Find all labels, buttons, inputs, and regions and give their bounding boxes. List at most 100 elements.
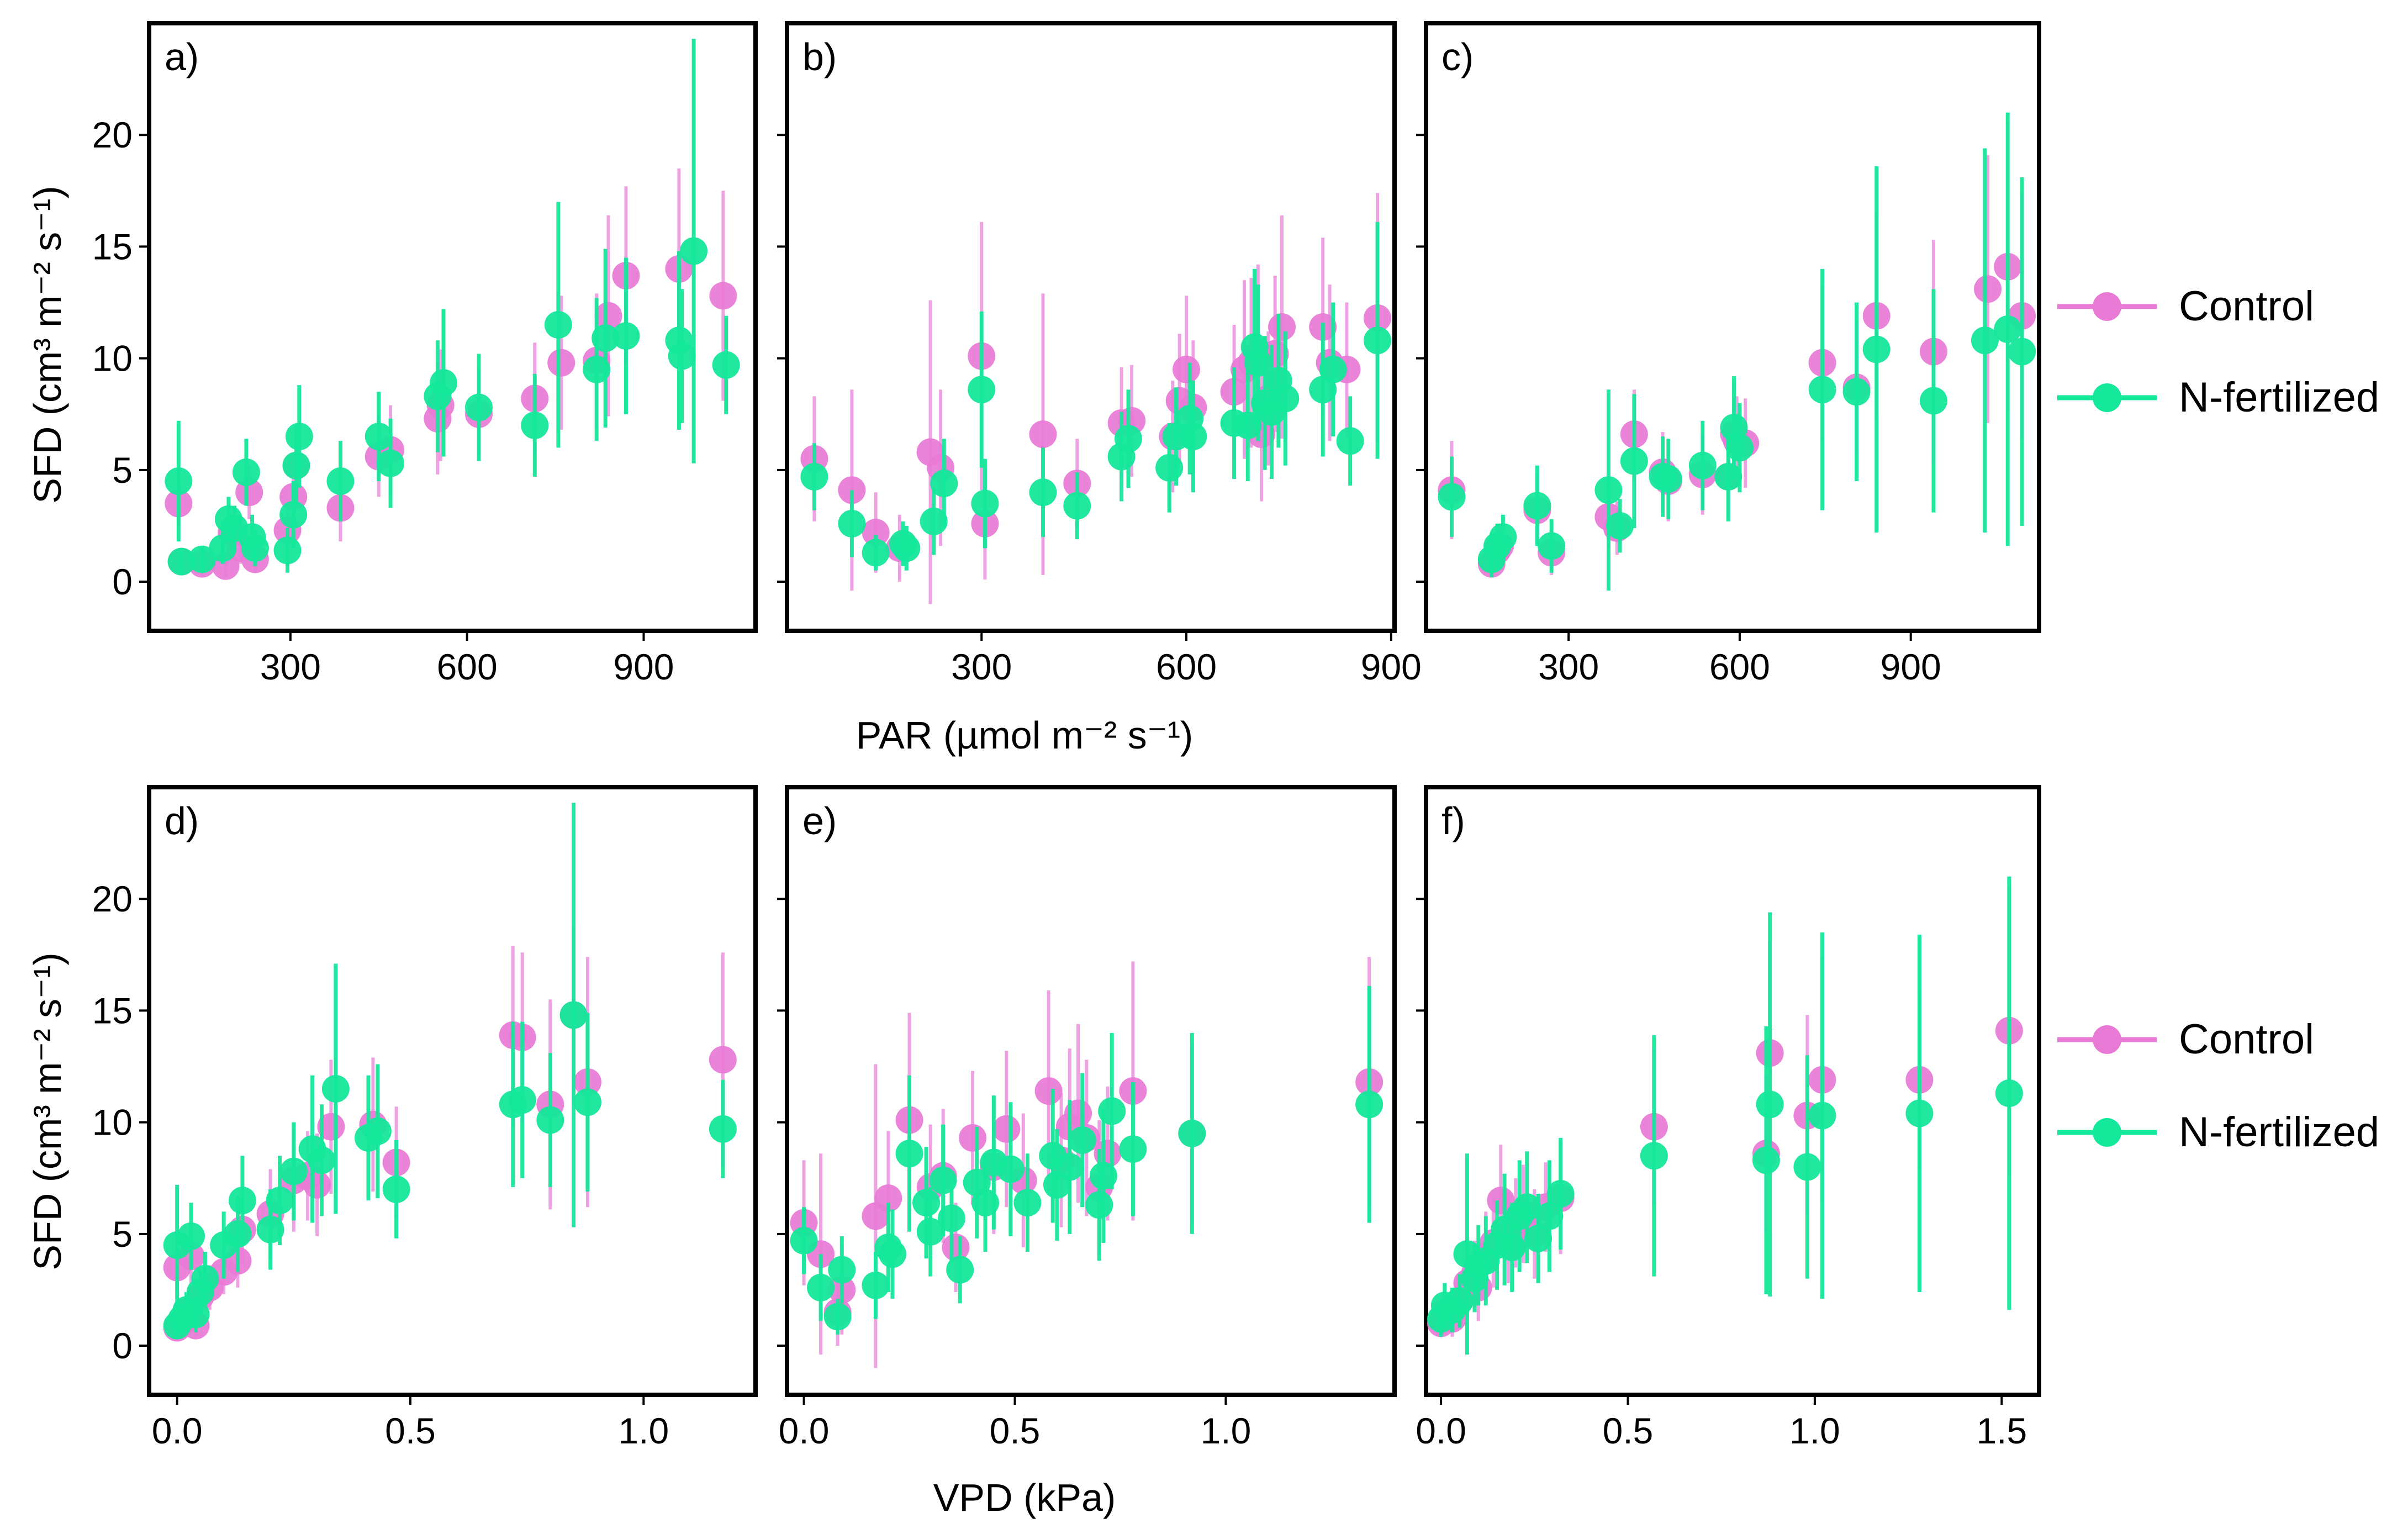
panel-2: 300 600 900 b)	[777, 21, 1422, 687]
data-point	[279, 1157, 308, 1185]
y-tick-label: 15	[92, 990, 133, 1031]
data-point	[279, 500, 308, 529]
data-point	[1055, 1153, 1084, 1181]
x-tick-label: 0.0	[1416, 1410, 1466, 1451]
data-point	[544, 310, 572, 339]
x-tick-label: 300	[260, 646, 321, 687]
data-point	[680, 237, 708, 265]
x-tick-label: 1.5	[1976, 1410, 2027, 1451]
data-point	[1178, 1119, 1206, 1147]
data-point	[912, 1189, 941, 1217]
data-point	[1498, 1234, 1526, 1262]
data-point	[165, 467, 193, 496]
panel-frame	[147, 21, 758, 633]
data-point	[1355, 1090, 1383, 1119]
series-n-fertilized	[800, 222, 1392, 571]
data-point	[1179, 423, 1207, 451]
data-point	[1725, 434, 1754, 462]
data-point	[1364, 326, 1392, 355]
y-axis-title-top: SFD (cm³ m⁻² s⁻¹)	[26, 186, 69, 503]
data-point	[241, 534, 269, 562]
data-point	[573, 1088, 601, 1116]
panel-label: b)	[802, 35, 837, 78]
data-point	[430, 369, 458, 397]
data-point	[1995, 1079, 2023, 1108]
series-control	[1427, 885, 2023, 1337]
data-point	[1114, 425, 1142, 453]
data-point	[709, 1115, 737, 1143]
data-point	[321, 1074, 350, 1103]
x-tick-label: 0.5	[990, 1410, 1041, 1451]
y-tick-label: 20	[92, 878, 133, 919]
panel-4: 0 5 10 15 20 0.0 0.5 1.0 d)	[92, 785, 758, 1451]
legend-nfert-label-bottom: N-fertilized	[2179, 1109, 2379, 1156]
panel-5: 0.0 0.5 1.0 e)	[777, 785, 1397, 1451]
data-point	[1489, 523, 1517, 551]
data-point	[377, 449, 405, 477]
data-point	[228, 1187, 256, 1215]
data-point	[547, 349, 575, 377]
data-point	[996, 1155, 1025, 1183]
series-control	[800, 193, 1392, 604]
data-point	[282, 451, 310, 479]
x-tick-label: 900	[1881, 646, 1941, 687]
series-control	[163, 925, 737, 1342]
y-tick-label: 5	[112, 450, 133, 491]
data-point	[521, 411, 549, 439]
data-point	[1905, 1099, 1934, 1127]
data-point	[1173, 355, 1201, 383]
panel-6: 0.0 0.5 1.0 1.5 f)	[1416, 785, 2041, 1451]
data-point	[942, 1234, 970, 1262]
y-tick-label: 0	[112, 1325, 133, 1366]
data-point	[1319, 355, 1347, 383]
data-point	[365, 423, 393, 451]
data-point	[224, 1220, 252, 1248]
data-point	[188, 545, 216, 573]
y-tick-label: 5	[112, 1214, 133, 1255]
data-point	[177, 1222, 205, 1250]
data-point	[1842, 378, 1871, 406]
data-point	[1688, 451, 1717, 479]
data-point	[2008, 338, 2036, 366]
data-point	[464, 393, 493, 421]
x-tick-label: 600	[1156, 646, 1217, 687]
data-point	[1268, 313, 1296, 341]
panel-label: d)	[165, 799, 199, 842]
x-tick-label: 1.0	[1789, 1410, 1840, 1451]
data-point	[862, 519, 890, 547]
data-point	[559, 1001, 588, 1029]
data-point	[1919, 387, 1947, 415]
data-point	[363, 1117, 392, 1145]
data-point	[1029, 478, 1057, 507]
data-point	[1063, 492, 1091, 520]
data-point	[1654, 465, 1682, 493]
panel-label: a)	[165, 35, 199, 78]
panel-1: 0 5 10 15 20 300 600 900 a)	[92, 21, 758, 687]
data-point	[878, 1240, 906, 1268]
data-point	[828, 1256, 856, 1284]
x-tick-label: 0.5	[385, 1410, 436, 1451]
x-tick-label: 900	[1361, 646, 1422, 687]
data-point	[971, 489, 999, 518]
data-point	[1640, 1142, 1668, 1170]
data-point	[1994, 315, 2022, 344]
data-point	[862, 1271, 890, 1299]
panel-label: c)	[1441, 35, 1474, 78]
data-point	[1808, 376, 1836, 404]
data-point	[1594, 476, 1623, 504]
x-tick-label: 0.0	[779, 1410, 830, 1451]
data-point	[1098, 1097, 1126, 1125]
legend-control-marker-top	[2093, 292, 2121, 321]
y-tick-label: 10	[92, 1102, 133, 1143]
data-point	[382, 1175, 410, 1203]
data-point	[594, 302, 622, 330]
series-n-fertilized	[1438, 112, 2036, 591]
data-point	[1119, 1135, 1147, 1163]
data-point	[167, 547, 196, 576]
legend-control-label-top: Control	[2179, 283, 2314, 330]
panel-label: e)	[802, 799, 837, 842]
x-tick-label: 0.5	[1603, 1410, 1654, 1451]
data-point	[232, 458, 260, 486]
data-point	[862, 539, 890, 567]
x-tick-label: 300	[951, 646, 1012, 687]
